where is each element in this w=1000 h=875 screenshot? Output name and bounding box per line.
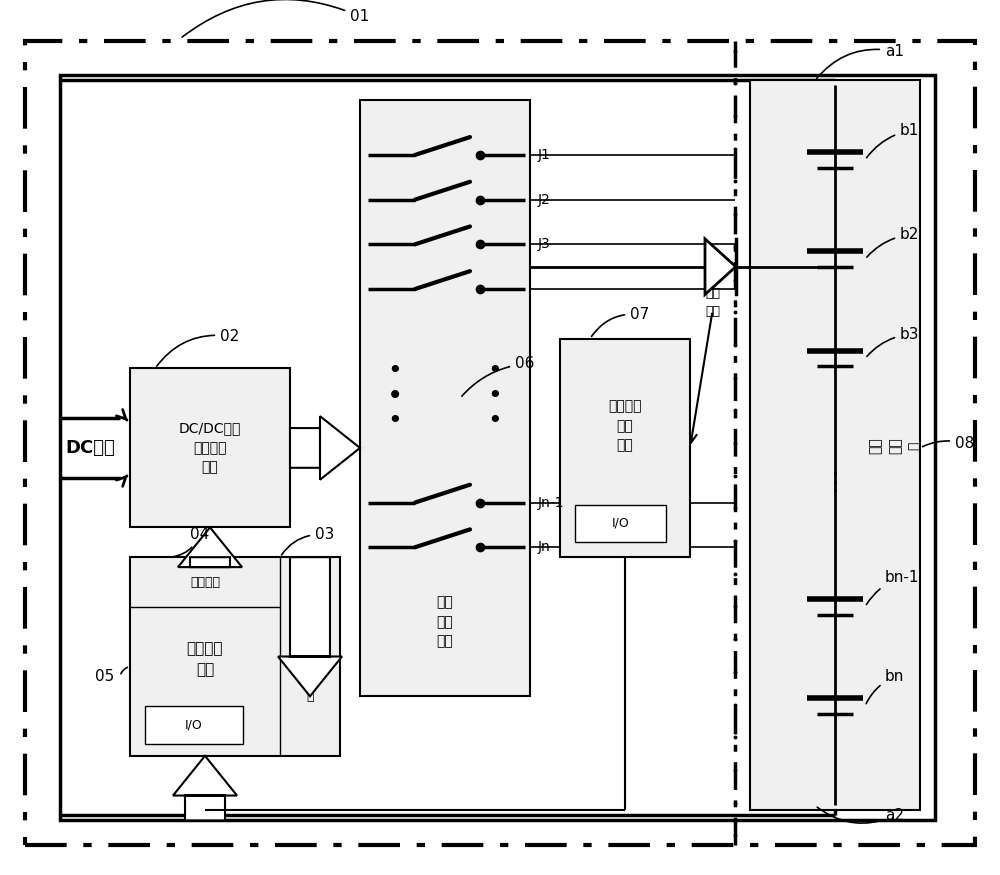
Text: DC/DC直流
电压转换
单元: DC/DC直流 电压转换 单元 (179, 422, 241, 474)
Text: b1: b1 (867, 123, 919, 158)
Polygon shape (178, 528, 242, 567)
Text: 06: 06 (462, 356, 534, 396)
Text: 电池状态
监测
单元: 电池状态 监测 单元 (608, 400, 642, 452)
Text: 通道
切换
单元: 通道 切换 单元 (437, 595, 453, 648)
Text: a2: a2 (817, 807, 904, 823)
Text: •: • (488, 409, 502, 432)
Text: b2: b2 (867, 228, 919, 257)
Bar (145, 706, 242, 744)
Bar (60, 75, 935, 821)
Text: 03: 03 (282, 528, 334, 555)
Text: 08: 08 (922, 436, 974, 451)
Polygon shape (290, 416, 360, 480)
Text: 07: 07 (592, 307, 649, 336)
Text: ⋮: ⋮ (822, 471, 848, 494)
Bar (130, 368, 290, 528)
Text: I/O: I/O (185, 718, 203, 732)
Text: 单体
电压
检测: 单体 电压 检测 (705, 270, 720, 318)
Text: Jn: Jn (538, 540, 551, 554)
Polygon shape (705, 239, 736, 295)
Text: 通
道
逢
辑
选
通: 通 道 逢 辑 选 通 (306, 610, 314, 703)
Text: bn-1: bn-1 (866, 570, 920, 605)
Bar (575, 505, 666, 542)
Text: •: • (388, 359, 402, 383)
Text: I/O: I/O (612, 517, 629, 530)
Text: DC输入: DC输入 (65, 439, 115, 457)
Text: Jn-1: Jn-1 (538, 495, 564, 509)
Text: •: • (488, 384, 502, 408)
Polygon shape (278, 557, 342, 696)
Polygon shape (173, 756, 237, 821)
Bar (560, 339, 690, 557)
Text: 充电控制: 充电控制 (190, 576, 220, 589)
Text: J2: J2 (538, 192, 551, 206)
Text: J3: J3 (538, 237, 551, 251)
Text: bn: bn (866, 669, 904, 704)
Text: 04: 04 (173, 528, 209, 556)
Text: •: • (387, 382, 403, 410)
Text: b3: b3 (867, 326, 920, 356)
Text: 01: 01 (182, 0, 369, 37)
Text: a1: a1 (817, 44, 904, 78)
Bar (360, 101, 530, 696)
Bar (130, 557, 340, 756)
Text: 02: 02 (157, 329, 239, 367)
Text: J1: J1 (538, 148, 551, 162)
Bar (750, 80, 920, 810)
Text: •: • (388, 409, 402, 432)
Text: 串联
电池
组: 串联 电池 组 (868, 438, 921, 454)
Text: 均衡控制
单元: 均衡控制 单元 (187, 641, 223, 677)
Text: •: • (488, 359, 502, 383)
Text: 05: 05 (95, 668, 115, 684)
